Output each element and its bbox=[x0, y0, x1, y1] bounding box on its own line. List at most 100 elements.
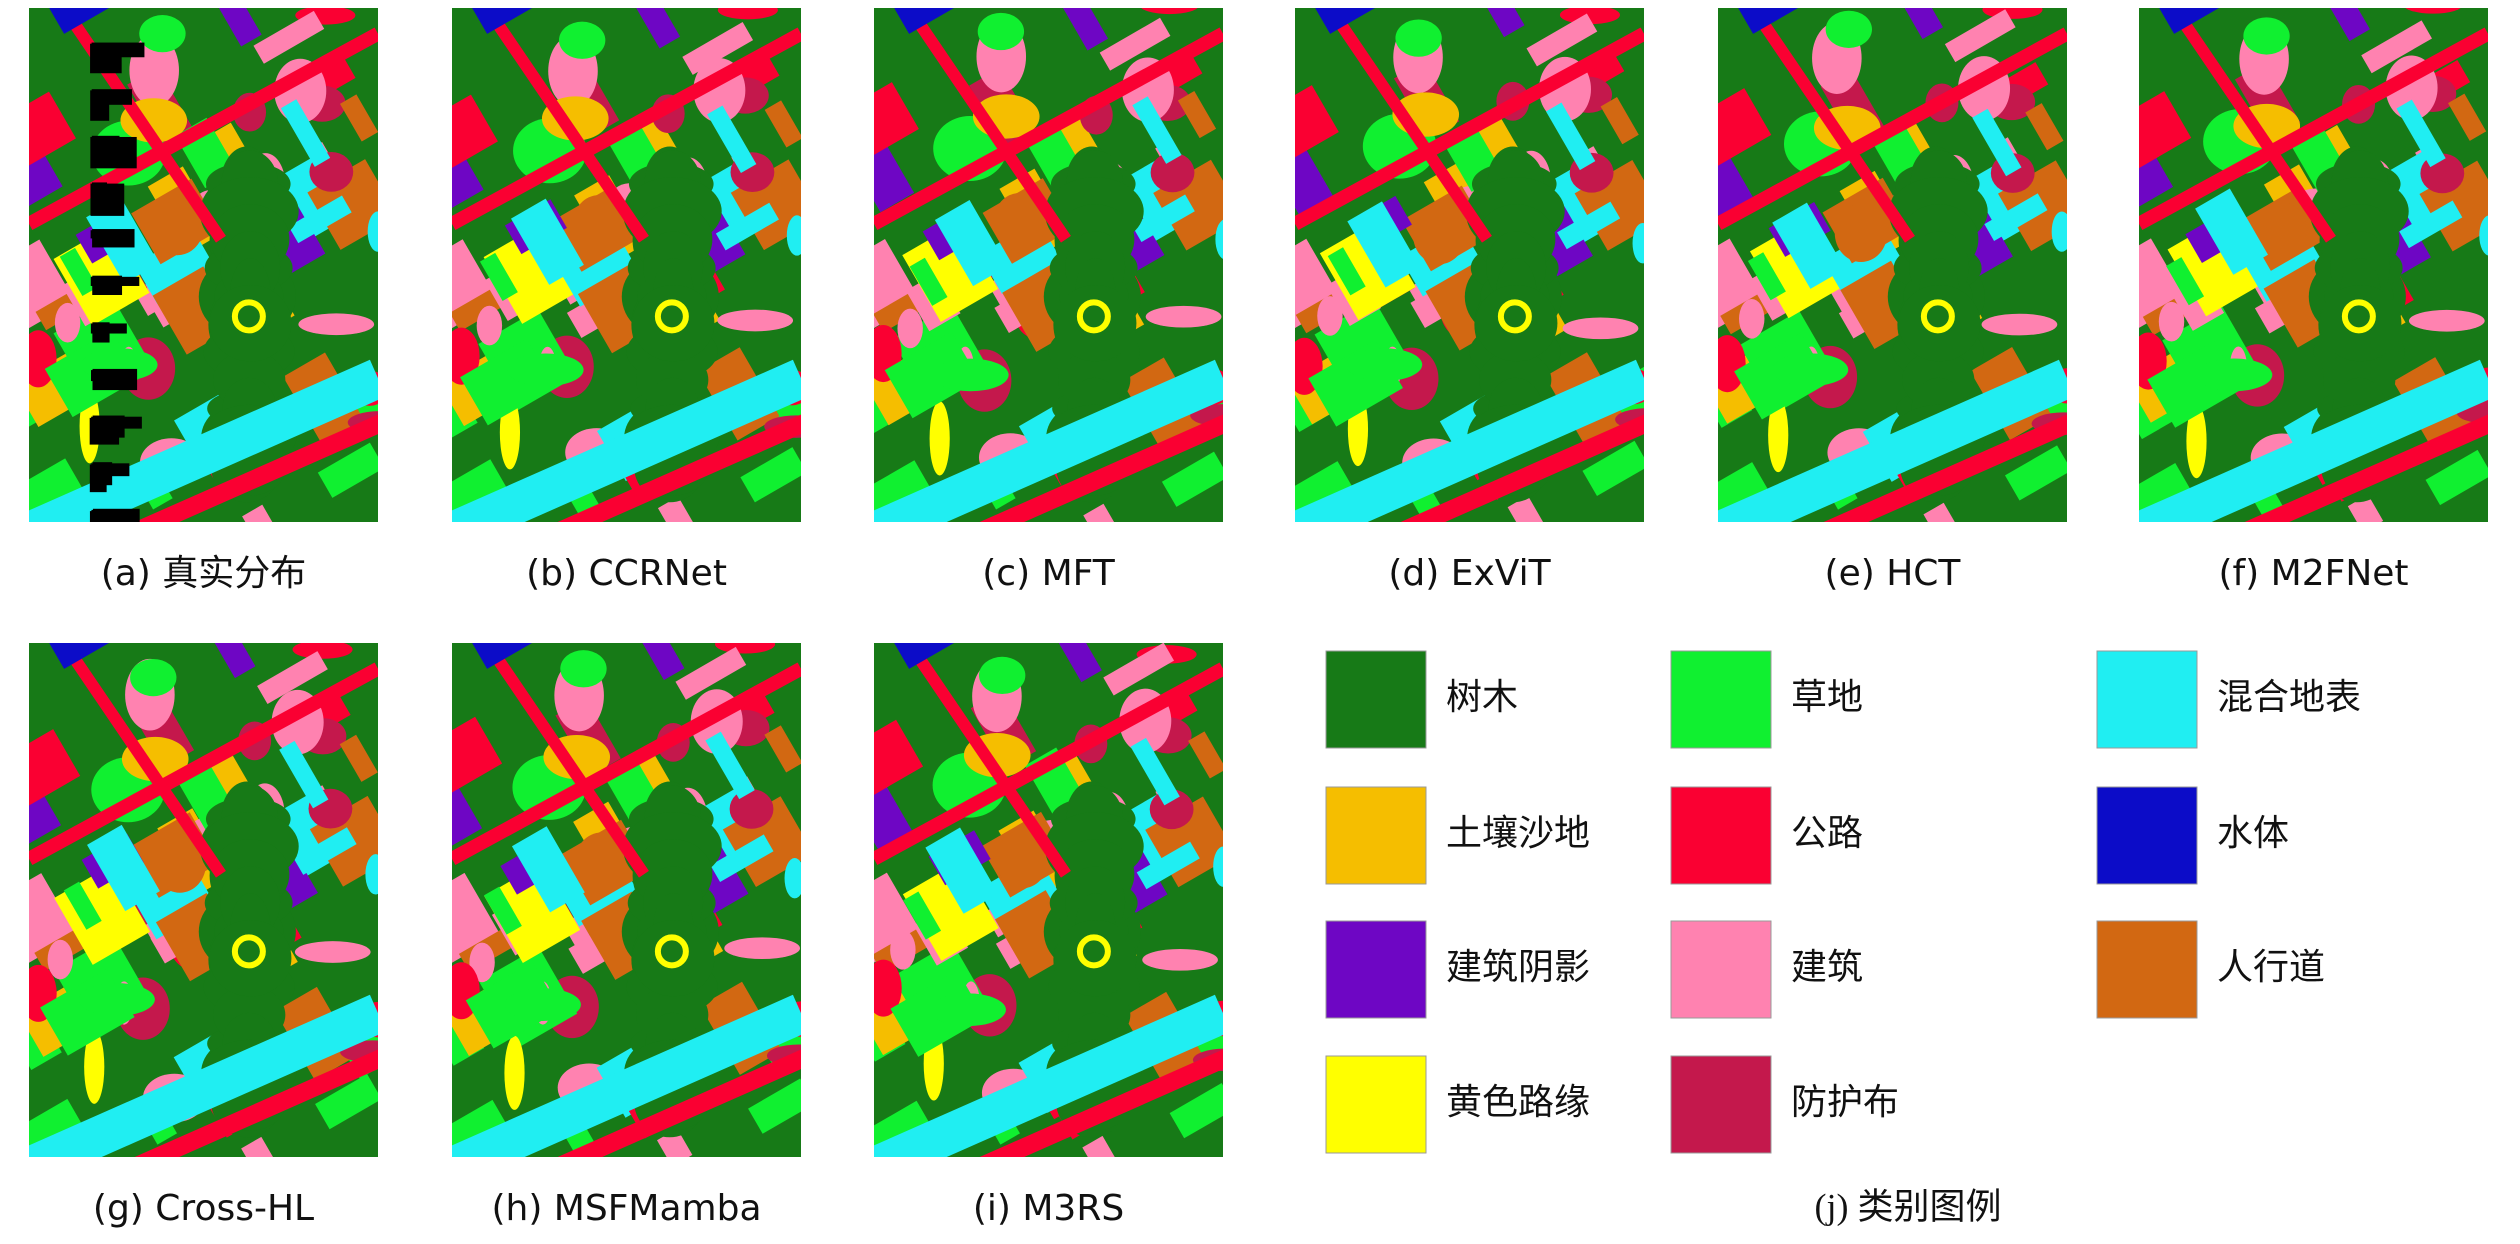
map-region bbox=[1054, 920, 1137, 997]
map-region bbox=[1145, 305, 1222, 328]
map-water bbox=[1300, 8, 1409, 34]
map-region bbox=[629, 643, 685, 681]
map-region bbox=[575, 832, 628, 891]
map-roundabout bbox=[654, 299, 689, 334]
map-region bbox=[897, 308, 923, 349]
map-roundabout bbox=[231, 299, 266, 334]
map-road bbox=[452, 662, 801, 866]
map-region bbox=[1768, 397, 1789, 473]
map-region bbox=[874, 784, 913, 851]
map-region bbox=[1887, 8, 1944, 40]
map-region bbox=[1984, 193, 2048, 241]
legend-swatch bbox=[1325, 650, 1427, 749]
map-region bbox=[1507, 495, 1543, 522]
map-region bbox=[1718, 88, 1772, 166]
unlabeled-area bbox=[92, 229, 135, 248]
map-region bbox=[29, 91, 76, 170]
map-region bbox=[209, 920, 292, 997]
map-region bbox=[452, 94, 498, 173]
map-region bbox=[151, 197, 204, 256]
map-region bbox=[484, 863, 581, 963]
map-region bbox=[1188, 731, 1223, 779]
map-region bbox=[1177, 91, 1217, 139]
map-region bbox=[657, 496, 694, 522]
map-region bbox=[367, 211, 378, 252]
legend-label: 建筑阴影 bbox=[1446, 947, 1590, 988]
map-road bbox=[1747, 8, 1915, 243]
map-region bbox=[874, 145, 915, 213]
map-region bbox=[54, 302, 81, 343]
map-region bbox=[903, 891, 942, 940]
map-region bbox=[1972, 108, 2022, 177]
map-region bbox=[993, 192, 1046, 251]
legend-swatch bbox=[2096, 920, 2198, 1019]
map-region bbox=[784, 858, 801, 899]
map-region bbox=[1834, 204, 1888, 263]
map-region bbox=[209, 285, 292, 362]
legend-swatch bbox=[2096, 786, 2198, 885]
map-region bbox=[1747, 252, 1786, 301]
panel-caption: (h) MSFMamba bbox=[491, 1188, 761, 1229]
map-region bbox=[298, 313, 375, 336]
map-road bbox=[452, 27, 801, 231]
unlabeled-area bbox=[92, 462, 113, 486]
map-region bbox=[1099, 17, 1171, 71]
map-region bbox=[1346, 348, 1423, 381]
map-strip bbox=[979, 1049, 1223, 1157]
map-region bbox=[557, 232, 640, 307]
map-region bbox=[504, 1035, 525, 1110]
map-region bbox=[1295, 148, 1334, 216]
map-region bbox=[1718, 151, 1755, 219]
legend-swatch bbox=[1670, 1055, 1772, 1154]
map-region bbox=[452, 142, 484, 210]
map-region bbox=[1150, 152, 1195, 193]
map-region bbox=[1131, 194, 1195, 243]
map-region bbox=[1215, 219, 1223, 259]
legend-label: 黄色路缘 bbox=[1446, 1082, 1590, 1123]
panel-caption: (f) M2FNet bbox=[2218, 553, 2408, 594]
map-road bbox=[903, 8, 1071, 243]
map-region bbox=[740, 447, 801, 503]
map-region bbox=[2051, 211, 2067, 252]
map-region bbox=[206, 8, 262, 47]
map-region bbox=[63, 881, 102, 930]
map-region bbox=[572, 195, 626, 254]
map-region bbox=[632, 920, 715, 997]
map-region bbox=[1317, 296, 1343, 336]
map-region bbox=[279, 740, 329, 809]
classification-map bbox=[1295, 8, 1644, 522]
map-region bbox=[1944, 9, 2016, 63]
map-region bbox=[1739, 298, 1765, 339]
map-water bbox=[879, 643, 988, 669]
map-roundabout bbox=[231, 934, 266, 969]
map-region bbox=[469, 942, 495, 983]
classification-map bbox=[2139, 8, 2488, 522]
map-strip bbox=[29, 994, 378, 1157]
map-region bbox=[764, 725, 801, 773]
map-region bbox=[1718, 335, 1746, 393]
map-region bbox=[1982, 8, 2043, 19]
map-strip bbox=[452, 994, 801, 1157]
map-region bbox=[87, 824, 160, 912]
unlabeled-area bbox=[91, 89, 132, 105]
map-region bbox=[717, 8, 778, 20]
map-region bbox=[452, 781, 483, 848]
map-region bbox=[1130, 737, 1180, 806]
map-region bbox=[476, 305, 503, 346]
map-region bbox=[339, 734, 378, 782]
map-roundabout bbox=[654, 934, 689, 969]
unlabeled-area bbox=[92, 275, 123, 295]
map-water bbox=[457, 643, 566, 669]
map-region bbox=[1582, 440, 1644, 497]
map-road bbox=[2168, 8, 2336, 243]
map-region bbox=[2186, 404, 2207, 479]
map-strip bbox=[874, 359, 1223, 522]
map-region bbox=[682, 22, 754, 75]
map-region bbox=[1213, 846, 1223, 887]
map-region bbox=[339, 94, 378, 142]
map-region bbox=[241, 1136, 277, 1157]
panel-caption: (d) ExViT bbox=[1388, 553, 1551, 594]
panel-caption: (e) HCT bbox=[1825, 553, 1962, 594]
map-region bbox=[1136, 841, 1200, 890]
map-region bbox=[715, 643, 776, 654]
